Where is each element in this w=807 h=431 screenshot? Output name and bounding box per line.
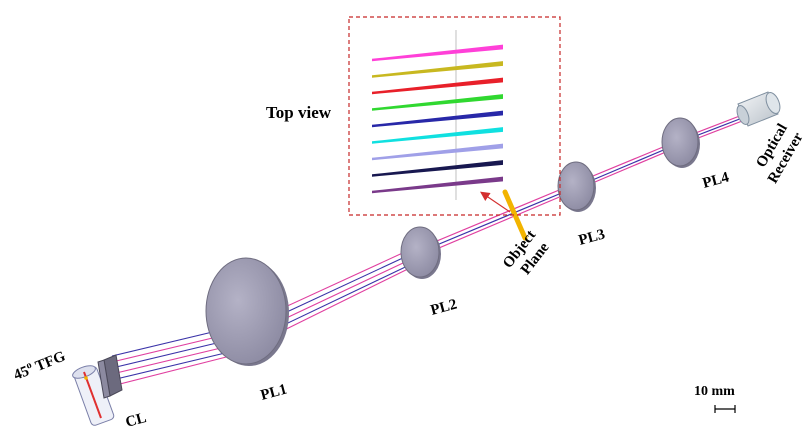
pl4-label: PL4 [701, 169, 731, 191]
optical-receiver [736, 91, 781, 127]
optical-receiver-label: Optical Receiver [753, 121, 807, 186]
pl1-label: PL1 [259, 382, 289, 404]
object-plane-label: Object Plane [500, 227, 553, 277]
top-view-line [372, 61, 503, 78]
pl3-lens [557, 161, 596, 212]
scale-bar-label: 10 mm [694, 384, 735, 399]
scale-bar [714, 405, 736, 413]
cl-lens [97, 354, 123, 399]
pl2-label: PL2 [429, 297, 459, 319]
top-view-line [372, 94, 503, 111]
top-view-line [372, 176, 503, 194]
top-view-line [372, 44, 503, 62]
object-plane [502, 189, 528, 241]
top-view-box [348, 16, 561, 216]
tfg-grating-line [83, 371, 102, 419]
top-view-label: Top view [266, 103, 332, 122]
top-view-line [372, 160, 503, 177]
pl3-label: PL3 [577, 227, 607, 249]
top-view-lines [372, 44, 503, 194]
tfg-label: 45o TFG [11, 347, 68, 384]
top-view-line [372, 77, 503, 95]
top-view-line [372, 143, 503, 161]
pl1-lens [205, 257, 289, 366]
cl-label: CL [124, 410, 148, 431]
top-view-line [372, 110, 503, 128]
tfg-spot [84, 376, 88, 380]
callout-arrow [480, 191, 511, 213]
beam-segment-pl2-pl3 [419, 182, 577, 257]
pl4-lens [661, 117, 700, 168]
top-view-line [372, 127, 503, 144]
pl2-lens [400, 226, 441, 279]
